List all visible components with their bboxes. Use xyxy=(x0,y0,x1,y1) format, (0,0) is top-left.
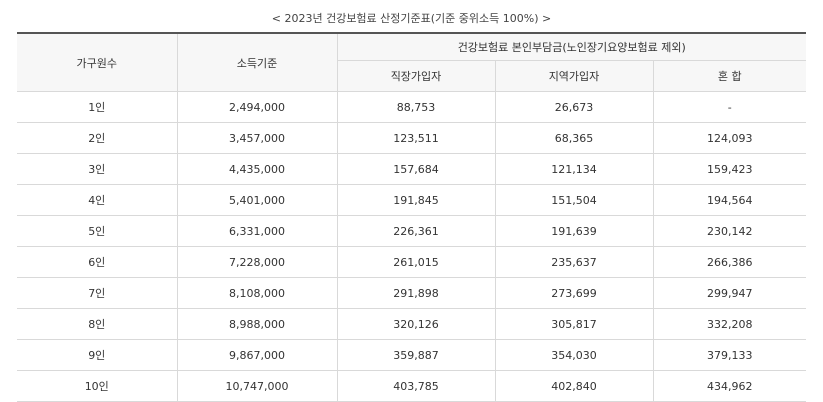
cell-income: 10,747,000 xyxy=(176,370,338,402)
cell-mixed: 194,564 xyxy=(652,184,806,216)
cell-household: 7인 xyxy=(17,277,178,309)
cell-mixed: 124,093 xyxy=(652,122,806,154)
cell-mixed: - xyxy=(652,91,806,123)
cell-household: 1인 xyxy=(17,91,178,123)
header-regional: 지역가입자 xyxy=(494,60,654,92)
cell-regional: 402,840 xyxy=(494,370,654,402)
table-row: 4인 5,401,000 191,845 151,504 194,564 xyxy=(17,184,806,216)
cell-household: 2인 xyxy=(17,122,178,154)
cell-workplace: 403,785 xyxy=(336,370,496,402)
cell-mixed: 434,962 xyxy=(652,370,806,402)
cell-income: 6,331,000 xyxy=(176,215,338,247)
table-row: 6인 7,228,000 261,015 235,637 266,386 xyxy=(17,246,806,278)
cell-income: 8,108,000 xyxy=(176,277,338,309)
cell-household: 10인 xyxy=(17,370,178,402)
cell-workplace: 157,684 xyxy=(336,153,496,185)
cell-regional: 354,030 xyxy=(494,339,654,371)
cell-household: 6인 xyxy=(17,246,178,278)
table-body: 1인 2,494,000 88,753 26,673 - 2인 3,457,00… xyxy=(17,91,806,402)
cell-income: 9,867,000 xyxy=(176,339,338,371)
cell-mixed: 299,947 xyxy=(652,277,806,309)
cell-regional: 26,673 xyxy=(494,91,654,123)
cell-household: 4인 xyxy=(17,184,178,216)
cell-income: 8,988,000 xyxy=(176,308,338,340)
cell-income: 5,401,000 xyxy=(176,184,338,216)
cell-regional: 305,817 xyxy=(494,308,654,340)
table-caption: < 2023년 건강보험료 산정기준표(기준 중위소득 100%) > xyxy=(271,12,552,25)
cell-mixed: 230,142 xyxy=(652,215,806,247)
cell-workplace: 123,511 xyxy=(336,122,496,154)
table-row: 9인 9,867,000 359,887 354,030 379,133 xyxy=(17,339,806,371)
table-row: 8인 8,988,000 320,126 305,817 332,208 xyxy=(17,308,806,340)
cell-mixed: 332,208 xyxy=(652,308,806,340)
cell-workplace: 88,753 xyxy=(336,91,496,123)
premium-table: 가구원수 소득기준 건강보험료 본인부담금(노인장기요양보험료 제외) 직장가입… xyxy=(17,32,806,402)
header-income: 소득기준 xyxy=(176,32,338,92)
table-row: 1인 2,494,000 88,753 26,673 - xyxy=(17,91,806,123)
header-workplace: 직장가입자 xyxy=(337,60,496,92)
table-row: 10인 10,747,000 403,785 402,840 434,962 xyxy=(17,370,806,402)
cell-workplace: 291,898 xyxy=(336,277,496,309)
header-mixed: 혼 합 xyxy=(652,60,806,92)
cell-workplace: 226,361 xyxy=(336,215,496,247)
cell-household: 3인 xyxy=(17,153,178,185)
cell-workplace: 261,015 xyxy=(336,246,496,278)
table-header: 가구원수 소득기준 건강보험료 본인부담금(노인장기요양보험료 제외) 직장가입… xyxy=(17,32,806,92)
header-household: 가구원수 xyxy=(17,32,178,92)
cell-household: 9인 xyxy=(17,339,178,371)
table-row: 3인 4,435,000 157,684 121,134 159,423 xyxy=(17,153,806,185)
table-row: 2인 3,457,000 123,511 68,365 124,093 xyxy=(17,122,806,154)
cell-regional: 68,365 xyxy=(494,122,654,154)
cell-regional: 191,639 xyxy=(494,215,654,247)
cell-regional: 273,699 xyxy=(494,277,654,309)
cell-workplace: 191,845 xyxy=(336,184,496,216)
cell-regional: 235,637 xyxy=(494,246,654,278)
cell-regional: 121,134 xyxy=(494,153,654,185)
cell-mixed: 379,133 xyxy=(652,339,806,371)
table-row: 5인 6,331,000 226,361 191,639 230,142 xyxy=(17,215,806,247)
cell-workplace: 359,887 xyxy=(336,339,496,371)
cell-mixed: 159,423 xyxy=(652,153,806,185)
cell-income: 4,435,000 xyxy=(176,153,338,185)
cell-household: 5인 xyxy=(17,215,178,247)
cell-workplace: 320,126 xyxy=(336,308,496,340)
cell-income: 2,494,000 xyxy=(176,91,338,123)
header-premium-group: 건강보험료 본인부담금(노인장기요양보험료 제외) xyxy=(336,32,806,61)
cell-household: 8인 xyxy=(17,308,178,340)
cell-income: 7,228,000 xyxy=(176,246,338,278)
table-row: 7인 8,108,000 291,898 273,699 299,947 xyxy=(17,277,806,309)
cell-regional: 151,504 xyxy=(494,184,654,216)
cell-mixed: 266,386 xyxy=(652,246,806,278)
cell-income: 3,457,000 xyxy=(176,122,338,154)
